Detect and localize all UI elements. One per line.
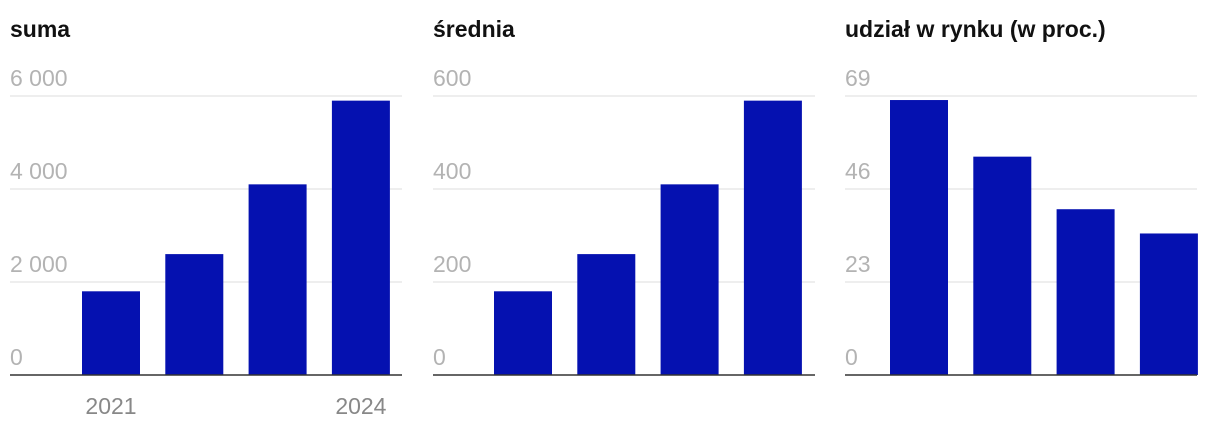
y-tick-label: 600 xyxy=(433,65,471,91)
y-tick-label: 69 xyxy=(845,65,871,91)
bar xyxy=(248,184,307,375)
bar xyxy=(1056,209,1115,375)
x-tick-label: 2021 xyxy=(85,393,136,419)
y-tick-label: 0 xyxy=(10,344,23,370)
bar xyxy=(577,254,636,375)
bar xyxy=(1139,233,1198,375)
y-tick-label: 0 xyxy=(845,344,858,370)
bar xyxy=(82,291,140,375)
y-tick-label: 4 000 xyxy=(10,158,68,184)
bar xyxy=(331,100,390,376)
chart-title: średnia xyxy=(433,16,515,42)
bar xyxy=(973,156,1032,375)
bar xyxy=(743,100,802,376)
x-tick-label: 2024 xyxy=(335,393,386,419)
y-tick-label: 6 000 xyxy=(10,65,68,91)
y-tick-label: 200 xyxy=(433,251,471,277)
bar xyxy=(494,291,552,375)
bar xyxy=(890,100,948,375)
y-tick-label: 0 xyxy=(433,344,446,370)
chart-title: suma xyxy=(10,16,70,42)
y-tick-label: 2 000 xyxy=(10,251,68,277)
bar xyxy=(165,254,224,375)
bar xyxy=(660,184,719,375)
y-tick-label: 46 xyxy=(845,158,871,184)
y-tick-label: 23 xyxy=(845,251,871,277)
y-tick-label: 400 xyxy=(433,158,471,184)
chart-title: udział w rynku (w proc.) xyxy=(845,16,1106,42)
